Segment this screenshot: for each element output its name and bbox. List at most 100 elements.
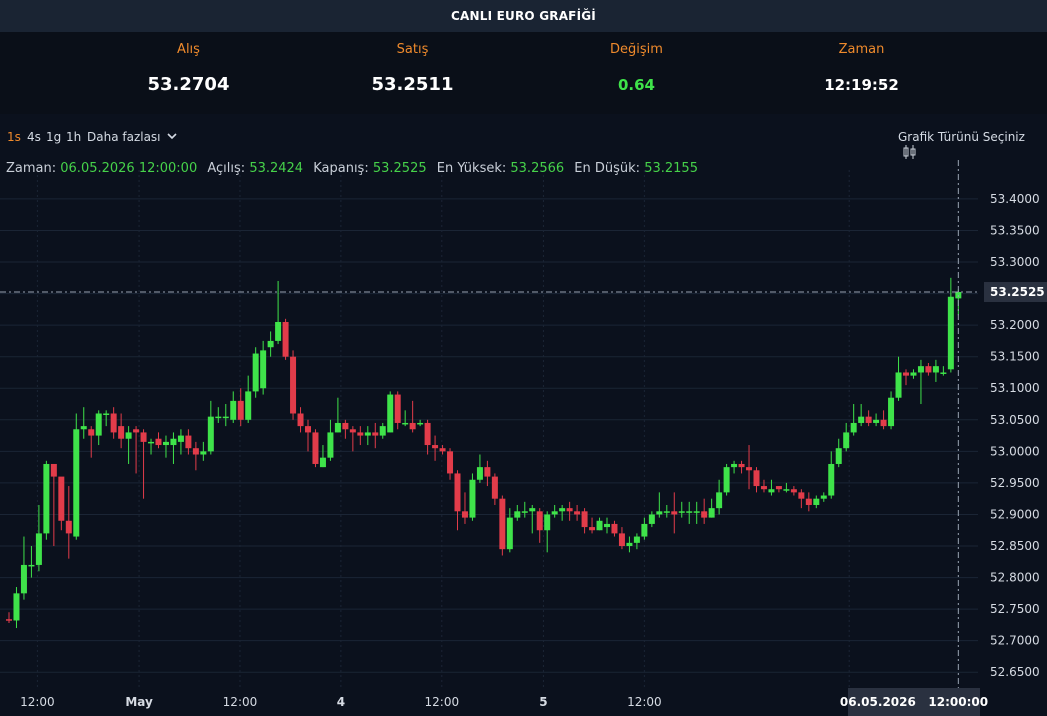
candle [192,441,199,471]
candle [103,410,110,427]
candle [6,612,12,624]
candle-body [746,467,753,471]
candle [110,407,117,439]
chart-type-selector[interactable]: Grafik Türünü Seçiniz [898,130,1047,160]
candle-body [596,520,603,531]
chart-toolbar: 1s 4s 1g 1h Daha fazlası Grafik Türünü S… [0,122,1047,159]
candle [835,438,842,468]
candle [656,492,663,518]
candle-body [768,489,775,493]
candle [686,501,693,524]
candle-body [723,467,730,493]
candle-body [357,432,364,436]
candle-body [514,511,521,518]
candle [611,520,618,537]
candle-body [275,321,282,341]
candle [364,426,371,446]
candle [73,413,80,540]
bid-value: 53.2704 [147,74,230,95]
timeframe-1h[interactable]: 1h [66,130,82,144]
candle [783,482,790,493]
y-tick-label: 52.6500 [990,665,1040,679]
candle [671,492,678,534]
candle-body [387,394,394,433]
candle-body [245,391,252,420]
timeframe-4s[interactable]: 4s [27,130,41,144]
candle [828,451,835,499]
candle-body [290,356,297,414]
candle [880,410,887,430]
candle [290,350,297,420]
candle-body [454,473,461,512]
candle [118,413,125,449]
y-tick-label: 52.9500 [990,476,1040,490]
candle-body [110,413,117,433]
candle-body [469,479,476,518]
candle-body [716,492,723,509]
candle [850,404,857,436]
candle-body [312,432,319,464]
candle-body [626,542,633,547]
x-tick-label: 5 [539,695,547,709]
candle [88,426,95,458]
candle [207,400,214,455]
candle [574,504,581,521]
candle [155,432,162,449]
candle [551,504,558,518]
y-tick-label: 52.7000 [990,634,1040,648]
candle-body [805,498,812,505]
timeframe-1s[interactable]: 1s [7,130,21,144]
candle-body [88,429,95,436]
candle-body [947,296,954,370]
y-tick-label: 53.0500 [990,413,1040,427]
time-value: 12:19:52 [824,76,899,94]
candle [895,356,902,401]
ohlc-legend: Zaman: 06.05.2026 12:00:00 Açılış: 53.24… [6,161,704,176]
candle-body [118,426,125,439]
candle [379,422,386,439]
candle [424,419,431,455]
candle-body [753,470,760,487]
candle-body [432,445,439,449]
candle-body [237,400,244,420]
candle-body [417,422,424,425]
candle-body [260,350,267,389]
candle-body [267,340,274,348]
y-tick-label: 53.3500 [990,223,1040,237]
candle [312,429,319,468]
candle-body [162,441,169,446]
candle [402,410,409,427]
candle [297,407,304,433]
candle [581,508,588,534]
candlestick-icon [903,145,916,159]
candle-body [656,511,663,515]
candle [865,410,872,427]
candle-body [252,353,259,392]
candle-body [858,416,865,423]
timeframe-1g[interactable]: 1g [46,130,62,144]
candle [805,492,812,512]
candle [820,492,827,502]
candle-body [461,511,468,518]
candle-body [843,432,850,449]
candle [506,508,513,553]
candle [648,511,655,528]
bid-label: Alış [177,42,200,57]
candle [559,504,566,521]
ohlc-open-value: 53.2424 [249,161,304,176]
candle-body [828,463,835,496]
candle-body [185,435,192,449]
candle [140,429,147,499]
candle-body [529,508,536,512]
more-timeframes-dropdown[interactable]: Daha fazlası [87,130,177,144]
candle-body [334,422,341,433]
x-tick-label: 4 [337,695,345,709]
candle [529,504,536,534]
candle [447,448,454,480]
candle-body [424,422,431,446]
candle-body [447,451,454,474]
candle-body [439,448,446,452]
x-tick-label: May [125,695,153,709]
candle [566,501,573,521]
